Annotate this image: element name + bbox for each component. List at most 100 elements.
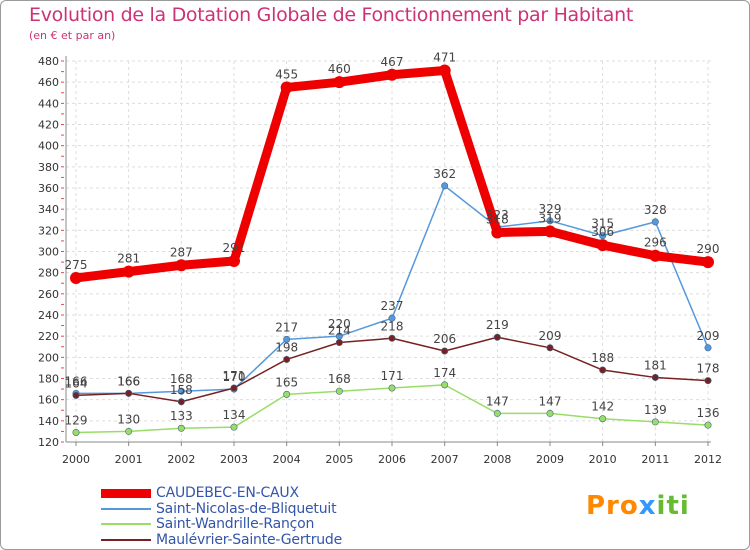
y-tick-label: 200 [38,351,59,364]
data-label: 171 [223,369,246,383]
data-point [125,427,133,435]
x-tick-label: 2005 [325,453,353,466]
legend-swatch [101,488,151,498]
data-point [704,377,712,385]
data-label: 460 [328,62,351,76]
x-tick-label: 2006 [378,453,406,466]
data-label: 315 [591,217,614,231]
y-tick-label: 460 [38,76,59,89]
data-point [649,249,662,262]
data-label: 134 [223,408,246,422]
data-label: 181 [644,358,667,372]
data-label: 217 [275,320,298,334]
legend-swatch [101,508,151,510]
data-point [72,391,80,399]
data-point [228,255,240,268]
data-point [441,381,449,389]
data-point [335,387,343,395]
data-point [388,334,396,342]
x-tick-label: 2008 [483,453,511,466]
y-tick-label: 280 [38,267,59,280]
data-label: 455 [275,67,298,81]
y-tick-label: 380 [38,161,59,174]
data-point [177,398,185,406]
data-label: 165 [275,375,298,389]
data-label: 214 [328,324,351,338]
data-point [177,387,185,395]
data-point [441,182,449,190]
data-label: 209 [697,329,720,343]
data-label: 133 [170,409,193,423]
y-tick-label: 260 [38,288,59,301]
data-point [441,347,449,355]
y-tick-label: 240 [38,309,59,322]
legend-label: Maulévrier-Sainte-Gertrude [156,532,343,548]
data-label: 281 [117,252,140,266]
data-point [125,389,133,397]
data-point [546,344,554,352]
data-point [70,271,82,284]
data-label: 129 [65,413,88,427]
x-tick-label: 2000 [62,453,90,466]
y-tick-label: 140 [38,415,59,428]
data-point [122,265,135,278]
data-point [388,314,396,322]
data-point [335,339,343,347]
y-tick-label: 300 [38,246,59,259]
data-point [599,415,607,423]
data-point [438,64,451,77]
data-point [280,81,293,94]
data-point [599,232,607,240]
data-point [175,259,188,272]
data-label: 219 [486,318,509,332]
data-point [493,333,501,341]
data-label: 166 [65,374,88,388]
data-label: 318 [486,212,509,226]
y-tick-label: 160 [38,394,59,407]
x-tick-label: 2007 [431,453,459,466]
x-tick-label: 2004 [273,453,301,466]
data-label: 166 [117,374,140,388]
data-point [599,366,607,374]
data-label: 130 [117,412,140,426]
data-label: 168 [328,372,351,386]
data-label: 136 [697,406,720,420]
data-point [491,226,504,239]
data-label: 290 [697,242,720,256]
data-label: 319 [539,211,562,225]
data-label: 328 [644,203,667,217]
data-label: 198 [275,340,298,354]
data-label: 168 [170,372,193,386]
data-label: 164 [65,376,88,390]
y-tick-label: 320 [38,224,59,237]
data-label: 329 [539,202,562,216]
data-point [493,409,501,417]
data-label: 362 [433,167,456,181]
x-tick-label: 2010 [589,453,617,466]
x-tick-label: 2009 [536,453,564,466]
data-label: 158 [170,383,193,397]
data-point [283,335,291,343]
data-point [651,218,659,226]
data-label: 218 [381,319,404,333]
data-point [283,390,291,398]
data-point [704,421,712,429]
data-label: 287 [170,245,193,259]
data-point [283,355,291,363]
legend-swatch [101,523,151,525]
y-tick-label: 420 [38,119,59,132]
data-point [333,76,346,89]
data-point [177,424,185,432]
data-label: 296 [644,236,667,250]
data-point [546,217,554,225]
x-tick-label: 2002 [167,453,195,466]
y-tick-label: 220 [38,330,59,343]
data-label: 306 [591,225,614,239]
data-label: 237 [381,299,404,313]
y-tick-label: 360 [38,182,59,195]
data-point [386,68,398,81]
y-tick-label: 400 [38,140,59,153]
data-label: 147 [486,394,509,408]
